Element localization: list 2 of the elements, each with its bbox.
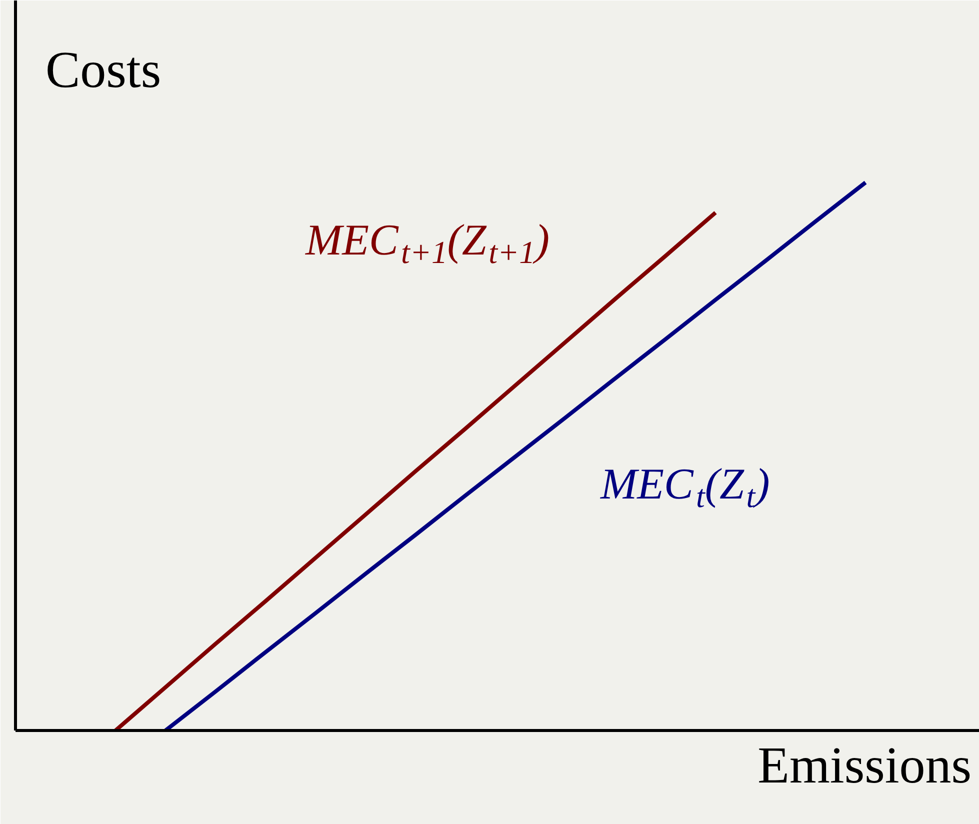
y-axis-title: Costs: [46, 42, 162, 99]
x-axis-title: Emissions: [758, 738, 972, 794]
